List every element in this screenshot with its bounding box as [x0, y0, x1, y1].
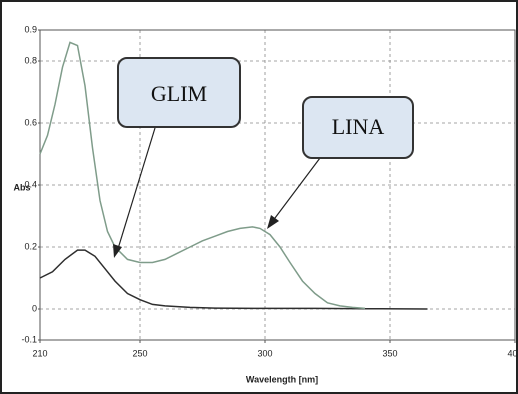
y-tick-label: 0.9 [24, 24, 37, 34]
y-tick-label: 0.2 [24, 241, 37, 251]
series-line [39, 249, 428, 310]
series-line [39, 41, 366, 310]
arrow [271, 157, 321, 223]
y-tick-label: 0.6 [24, 117, 37, 127]
x-tick-label: 350 [382, 348, 397, 358]
callout-text: GLIM [151, 81, 207, 106]
y-tick-label: 0.8 [24, 55, 37, 65]
x-axis-label: Wavelength [nm] [246, 374, 318, 384]
plot-frame [39, 29, 516, 341]
annotation-lina: LINA [267, 96, 414, 229]
lines [39, 41, 428, 310]
y-tick-label: 0 [32, 303, 37, 313]
y-axis-label: Abs [13, 182, 30, 192]
y-tick-label: 0.4 [24, 179, 37, 189]
arrow [116, 127, 156, 253]
callout-text: LINA [332, 114, 385, 139]
annotation-glim: GLIM [113, 57, 241, 258]
callout-box [117, 57, 241, 128]
arrow-head [113, 244, 122, 258]
callout-box [302, 96, 414, 159]
arrow-head [267, 215, 279, 229]
x-tick-label: 210 [32, 348, 47, 358]
x-tick-label: 400 [507, 348, 518, 358]
y-tick-label: -0.1 [21, 334, 37, 344]
x-tick-label: 250 [132, 348, 147, 358]
x-tick-label: 300 [257, 348, 272, 358]
